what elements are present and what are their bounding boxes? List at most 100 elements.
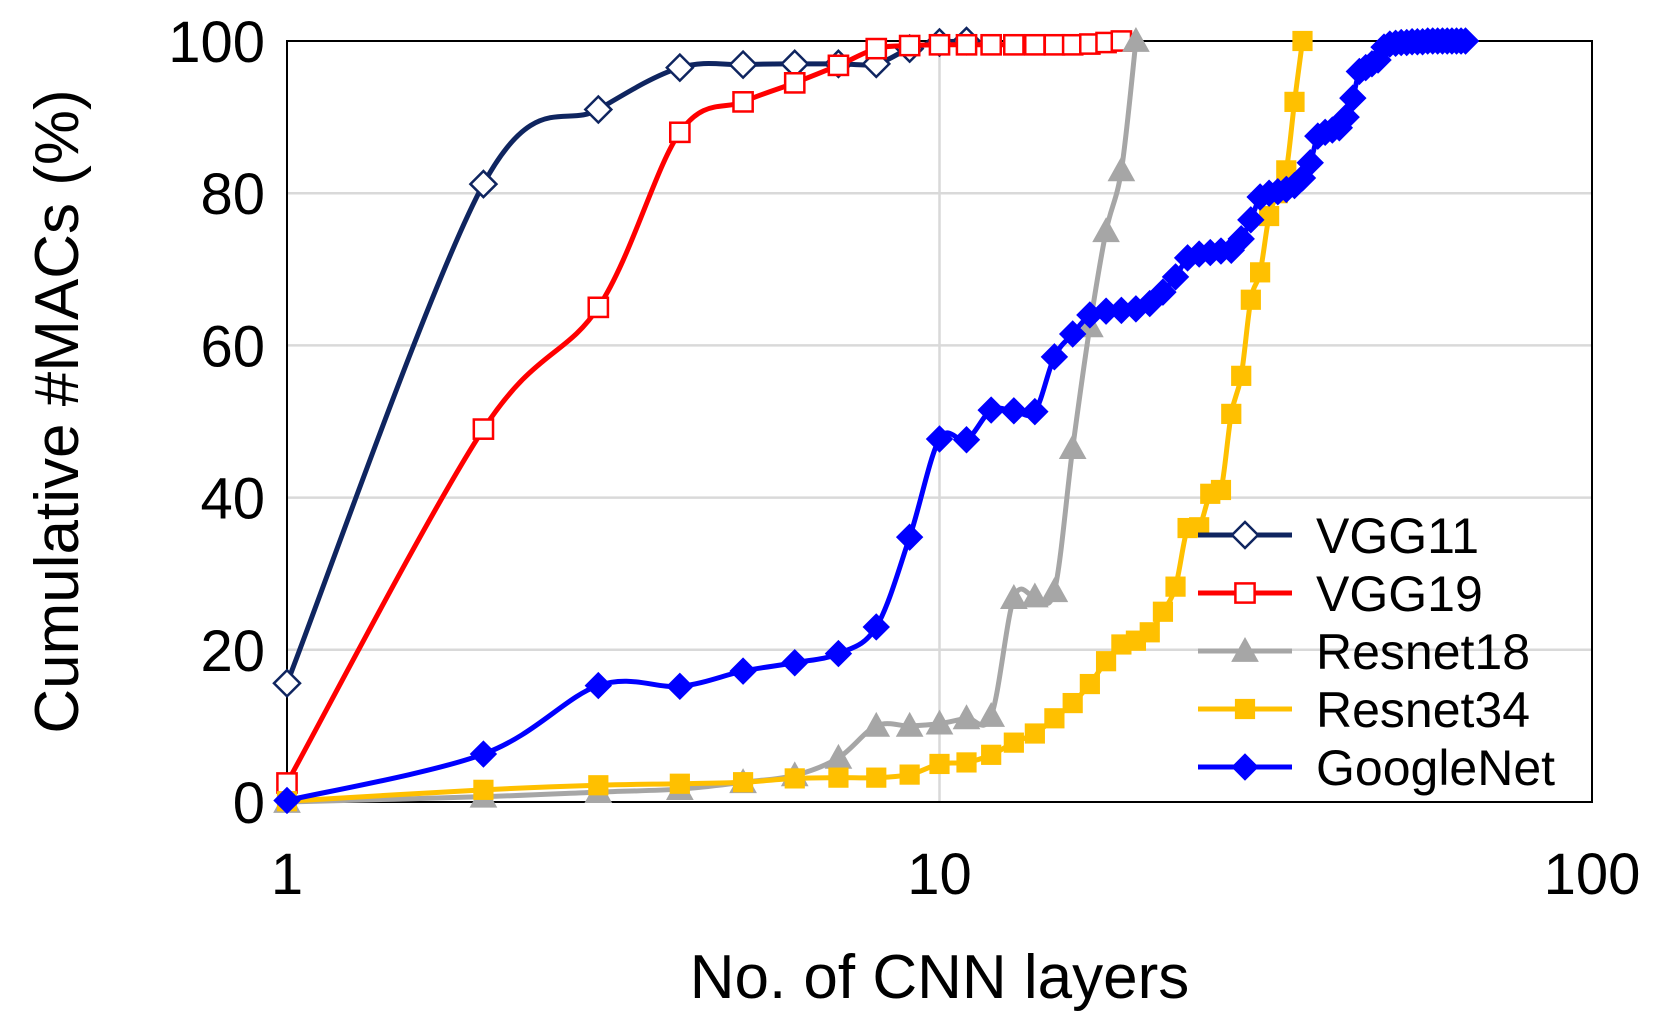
data-point: [827, 54, 850, 77]
series-vgg11: [272, 26, 982, 699]
y-tick-label: 80: [200, 162, 265, 227]
data-point: [468, 169, 499, 199]
legend-label: VGG19: [1316, 566, 1483, 622]
data-point: [1259, 205, 1280, 227]
legend-marker: [1231, 753, 1259, 781]
data-point: [1221, 403, 1242, 424]
legend-item-googlenet: GoogleNet: [1198, 740, 1555, 796]
data-point: [862, 711, 891, 737]
data-point: [1043, 33, 1066, 56]
data-point: [1021, 582, 1049, 608]
legend-marker: [1230, 520, 1260, 550]
data-point: [273, 786, 301, 815]
data-point: [668, 121, 691, 144]
data-point: [1107, 156, 1136, 182]
legend-marker: [1234, 582, 1256, 604]
legend-marker: [1231, 636, 1259, 662]
data-point: [828, 767, 849, 788]
data-point: [1161, 263, 1190, 291]
data-point: [583, 94, 614, 125]
series-line: [284, 38, 967, 685]
data-point: [952, 704, 981, 730]
data-point: [729, 657, 757, 685]
data-point: [666, 672, 694, 701]
data-point: [665, 52, 695, 83]
series-line: [286, 40, 1139, 805]
data-point: [956, 752, 977, 773]
data-point: [469, 740, 498, 768]
data-point: [866, 767, 887, 788]
data-point: [1339, 84, 1367, 112]
series-vgg19: [276, 30, 1133, 794]
data-point: [977, 701, 1006, 727]
data-point: [955, 33, 978, 56]
data-point: [925, 709, 954, 735]
x-tick-label: 10: [907, 842, 972, 907]
data-point: [1292, 30, 1313, 52]
y-axis-ticks: 0 20 40 60 80 100: [168, 10, 265, 836]
data-point: [1002, 33, 1025, 56]
series-line: [286, 40, 1305, 804]
data-point: [1227, 225, 1255, 253]
data-point: [1000, 584, 1028, 609]
y-tick-label: 60: [200, 314, 265, 379]
series-resnet34: [276, 30, 1313, 812]
data-point: [1250, 262, 1271, 283]
legend-label: GoogleNet: [1316, 740, 1555, 796]
data-point: [588, 775, 609, 796]
data-point: [928, 33, 951, 56]
data-point: [1058, 320, 1087, 348]
data-point: [1231, 365, 1252, 386]
series-googlenet: [273, 27, 1480, 815]
x-tick-label: 1: [271, 842, 303, 907]
data-point: [862, 613, 890, 641]
data-point: [784, 768, 805, 789]
data-point: [1149, 278, 1177, 306]
data-point: [472, 418, 495, 440]
data-point: [1040, 577, 1069, 603]
y-axis-title: Cumulative #MACs (%): [23, 89, 92, 733]
data-point: [1023, 33, 1046, 56]
data-point: [865, 37, 888, 60]
legend-item-resnet18: Resnet18: [1198, 624, 1530, 680]
data-point: [977, 396, 1005, 424]
legend-label: Resnet18: [1316, 624, 1530, 680]
legend-marker: [1234, 698, 1256, 720]
data-point: [1003, 732, 1024, 753]
data-point: [1284, 91, 1305, 112]
data-point: [732, 772, 754, 793]
x-axis-title: No. of CNN layers: [690, 943, 1190, 1012]
data-point: [1058, 434, 1087, 460]
data-point: [1092, 217, 1120, 243]
data-point: [669, 773, 690, 794]
data-point: [1040, 343, 1069, 371]
data-point: [1095, 651, 1117, 672]
data-point: [1021, 397, 1049, 426]
data-point: [824, 639, 853, 668]
x-axis-ticks: 1 10 100: [271, 842, 1641, 907]
y-tick-label: 40: [200, 467, 265, 532]
y-tick-label: 0: [233, 771, 265, 836]
data-point: [1139, 622, 1160, 643]
data-point: [899, 764, 920, 785]
data-point: [895, 711, 924, 737]
legend-label: Resnet34: [1316, 682, 1530, 738]
data-point: [1024, 723, 1045, 744]
data-point: [1240, 289, 1261, 310]
legend-label: VGG11: [1316, 508, 1479, 564]
data-point: [1210, 479, 1232, 501]
data-point: [952, 426, 981, 454]
data-point: [1296, 149, 1324, 177]
data-point: [1451, 27, 1480, 55]
data-point: [980, 33, 1003, 56]
data-point: [1044, 708, 1065, 729]
data-point: [732, 91, 754, 113]
data-point: [1237, 206, 1265, 234]
y-tick-label: 100: [168, 10, 265, 75]
data-point: [1165, 576, 1186, 597]
data-point: [895, 523, 924, 551]
data-point: [473, 779, 494, 800]
data-point: [728, 49, 758, 80]
